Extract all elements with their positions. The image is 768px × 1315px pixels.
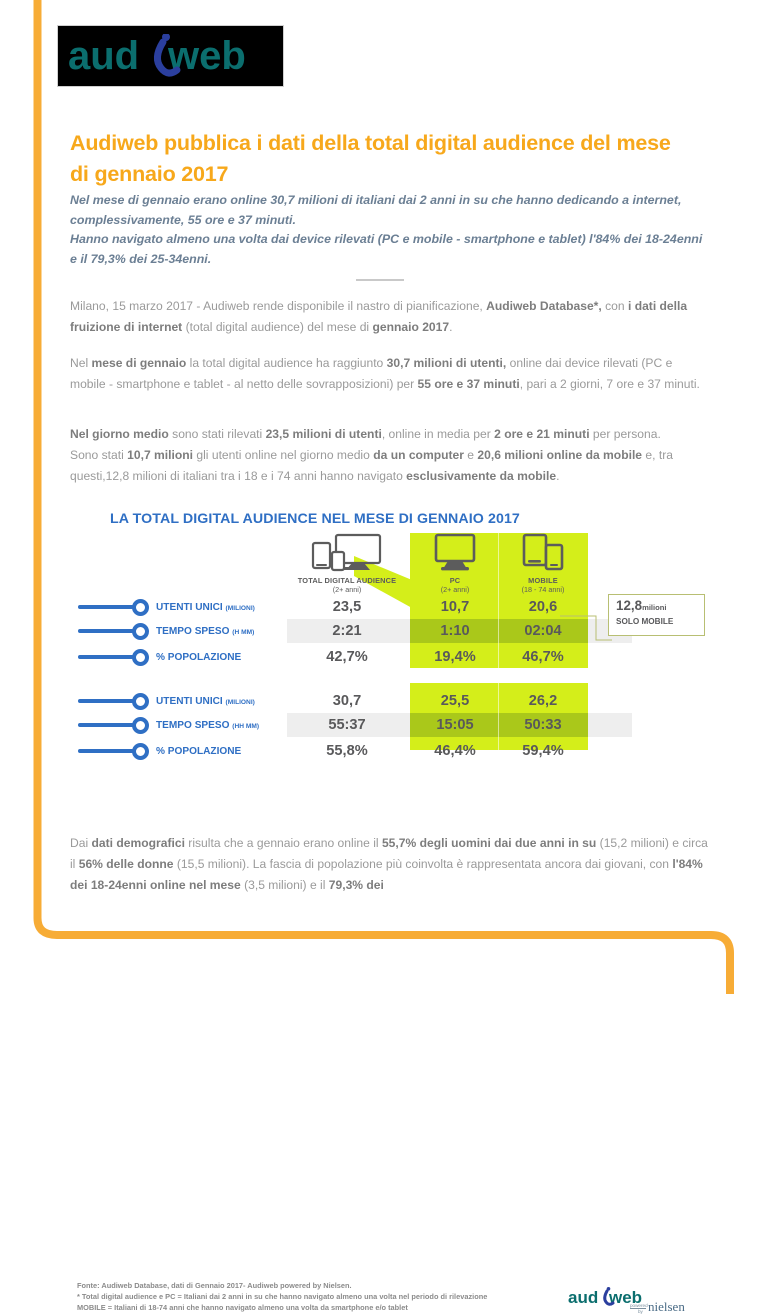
bullet-line <box>78 749 134 753</box>
cell-value: 42,7% <box>326 649 368 665</box>
column-header-pc: PC (2+ anni) <box>412 533 498 594</box>
bullet-ring-icon <box>132 716 149 734</box>
paragraph-avg-day: Nel giorno medio sono stati rilevati 23,… <box>70 427 673 483</box>
row-label-unit: (H MM) <box>232 628 255 636</box>
infographic-title: LA TOTAL DIGITAL AUDIENCE NEL MESE DI GE… <box>110 511 520 527</box>
tablet-phone-icon <box>500 533 586 573</box>
cell-value: 23,5 <box>332 599 362 615</box>
cell-value: 10,7 <box>440 599 470 615</box>
callout-caption: SOLO MOBILE <box>616 617 674 626</box>
bullet-line <box>78 699 134 703</box>
bullet-ring-icon <box>132 742 149 760</box>
cell-value: 1:10 <box>440 623 470 639</box>
column-header-sub: (18 - 74 anni) <box>521 585 565 594</box>
callout-unit: milioni <box>642 603 667 612</box>
bullet-line <box>78 629 134 633</box>
row-label-text: UTENTI UNICI <box>156 601 223 613</box>
column-divider <box>498 683 499 750</box>
cell-value: 26,2 <box>528 693 558 709</box>
row-label-utenti-unici: UTENTI UNICI (MILIONI) <box>78 689 255 713</box>
column-header-sub: (2+ anni) <box>332 585 362 594</box>
page-subtitle: Nel mese di gennaio erano online 30,7 mi… <box>70 193 703 266</box>
cell-value: 19,4% <box>434 649 476 665</box>
cell-value: 30,7 <box>332 693 362 709</box>
monitor-tablet-phone-icon <box>287 533 407 573</box>
row-label-unit: (MILIONI) <box>225 604 255 612</box>
cell-value: 55,8% <box>326 743 368 759</box>
row-label-text: TEMPO SPESO <box>156 625 230 637</box>
paragraph-demographics: Dai dati demografici risulta che a genna… <box>70 836 708 892</box>
column-header-name: PC <box>449 576 461 585</box>
row-label-unit: (MILIONI) <box>225 698 255 706</box>
row-label-tempo-speso: TEMPO SPESO (H MM) <box>78 619 254 643</box>
column-header-total-digital-audience: TOTAL DIGITAL AUDIENCE (2+ anni) <box>287 533 407 594</box>
divider <box>356 279 404 281</box>
cell-value: 46,7% <box>522 649 564 665</box>
bullet-ring-icon <box>132 692 149 710</box>
infographic: LA TOTAL DIGITAL AUDIENCE NEL MESE DI GE… <box>0 505 768 1314</box>
bullet-ring-icon <box>132 598 149 616</box>
svg-text:powered: powered <box>630 1303 648 1308</box>
bullet-line <box>78 655 134 659</box>
callout-value: 12,8 <box>616 598 643 613</box>
row-label-tempo-speso: TEMPO SPESO (HH MM) <box>78 713 259 737</box>
olive-band-tempo-speso <box>410 713 588 737</box>
infographic-footnote: Fonte: Audiweb Database, dati di Gennaio… <box>77 1281 488 1313</box>
column-divider <box>498 533 499 668</box>
column-header-sub: (2+ anni) <box>440 585 470 594</box>
cell-value: 46,4% <box>434 743 476 759</box>
olive-band-tempo-speso <box>410 619 588 643</box>
cell-value: 20,6 <box>528 599 558 615</box>
row-label-text: TEMPO SPESO <box>156 719 230 731</box>
bullet-line <box>78 723 134 727</box>
column-header-name: TOTAL DIGITAL AUDIENCE <box>297 576 397 585</box>
svg-text:aud: aud <box>568 1288 598 1307</box>
column-header-mobile: MOBILE (18 - 74 anni) <box>500 533 586 594</box>
cell-value: 25,5 <box>440 693 470 709</box>
cell-value: 55:37 <box>328 717 366 733</box>
row-label-popolazione: % POPOLAZIONE <box>78 739 241 763</box>
bullet-line <box>78 605 134 609</box>
cell-value: 59,4% <box>522 743 564 759</box>
monitor-icon <box>412 533 498 573</box>
column-header-name: MOBILE <box>528 576 558 585</box>
cell-value: 50:33 <box>524 717 562 733</box>
page-title: Audiweb pubblica i dati della total digi… <box>70 131 671 186</box>
bullet-ring-icon <box>132 622 149 640</box>
row-label-text: % POPOLAZIONE <box>156 745 242 757</box>
audiweb-nielsen-logo: aud web nielsen powered by <box>568 1287 685 1314</box>
cell-value: 02:04 <box>524 623 562 639</box>
paragraph-month: Nel mese di gennaio la total digital aud… <box>70 356 700 391</box>
row-label-text: UTENTI UNICI <box>156 695 223 707</box>
callout-solo-mobile: 12,8milioni SOLO MOBILE <box>608 594 705 636</box>
row-label-text: % POPOLAZIONE <box>156 651 242 663</box>
callout-leader-line <box>560 615 612 641</box>
cell-value: 2:21 <box>332 623 362 639</box>
row-label-popolazione: % POPOLAZIONE <box>78 645 241 669</box>
audiweb-wordmark-icon: aud web <box>68 34 246 78</box>
paragraph-intro: Milano, 15 marzo 2017 - Audiweb rende di… <box>70 299 688 334</box>
cell-value: 15:05 <box>436 717 474 733</box>
row-label-utenti-unici: UTENTI UNICI (MILIONI) <box>78 595 255 619</box>
audiweb-logo: aud web <box>57 25 284 87</box>
svg-text:by: by <box>638 1309 644 1314</box>
svg-text:aud: aud <box>68 34 139 78</box>
bullet-ring-icon <box>132 648 149 666</box>
svg-text:nielsen: nielsen <box>648 1299 685 1314</box>
row-label-unit: (HH MM) <box>232 722 260 730</box>
